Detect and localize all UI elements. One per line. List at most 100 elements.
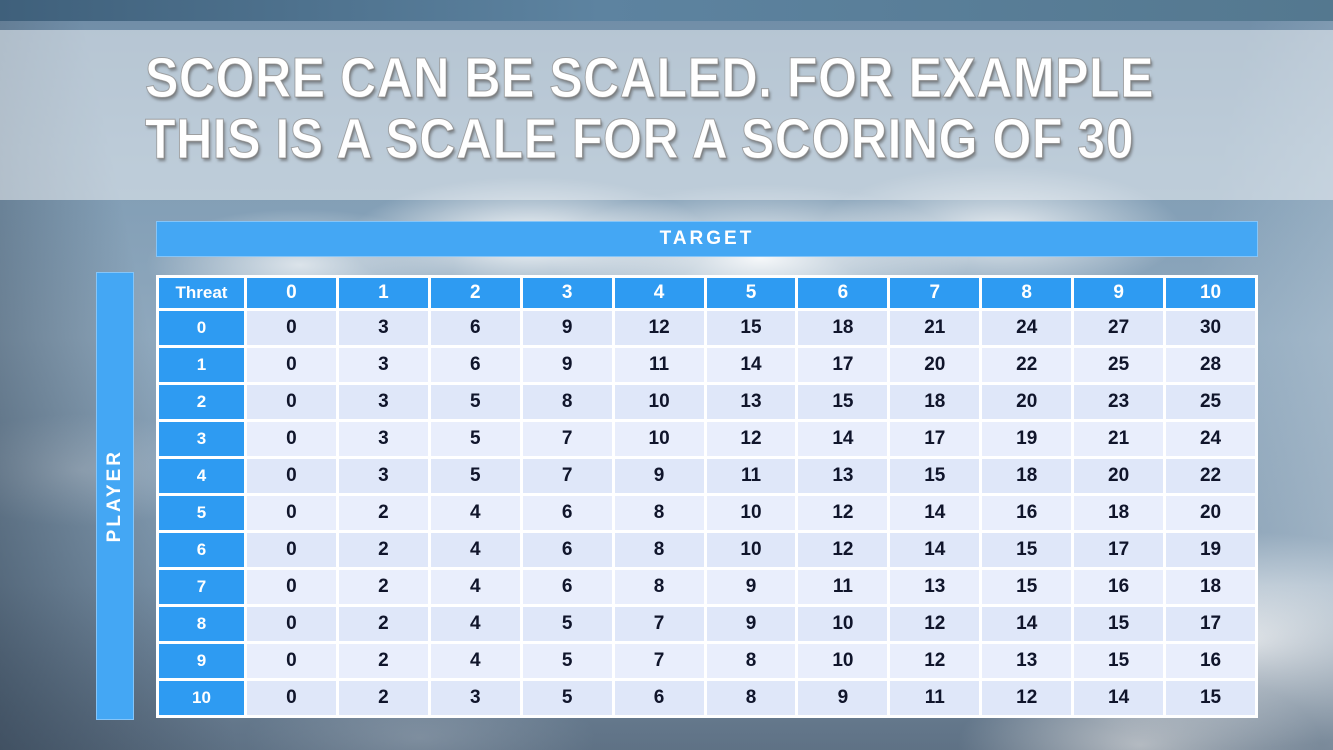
score-cell: 11 xyxy=(798,570,888,604)
score-cell: 0 xyxy=(247,496,336,530)
row-header-9: 9 xyxy=(159,644,244,678)
table-row: 10 0 2 3 5 6 8 9 11 12 14 15 xyxy=(159,681,1255,715)
score-cell: 3 xyxy=(338,348,428,382)
score-cell: 10 xyxy=(706,533,796,567)
score-cell: 21 xyxy=(1074,422,1164,456)
score-cell: 7 xyxy=(614,644,704,678)
score-cell: 8 xyxy=(522,385,612,419)
score-cell: 24 xyxy=(1166,422,1255,456)
score-cell: 17 xyxy=(1074,533,1164,567)
score-cell: 5 xyxy=(522,681,612,715)
table-row: 5 0 2 4 6 8 10 12 14 16 18 20 xyxy=(159,496,1255,530)
table-row: 4 0 3 5 7 9 11 13 15 18 20 22 xyxy=(159,459,1255,493)
title-line-2: THIS IS A SCALE FOR A SCORING OF 30 xyxy=(145,107,1134,171)
scoring-table: Threat 0 1 2 3 4 5 6 7 8 9 10 0 0 3 6 9 12 15 18 21 24 27 30 1 0 3… xyxy=(156,275,1258,718)
col-header-4: 4 xyxy=(614,278,704,308)
table-row: 1 0 3 6 9 11 14 17 20 22 25 28 xyxy=(159,348,1255,382)
score-cell: 24 xyxy=(982,311,1072,345)
col-header-0: 0 xyxy=(247,278,336,308)
score-cell: 2 xyxy=(338,607,428,641)
score-cell: 2 xyxy=(338,570,428,604)
score-cell: 12 xyxy=(706,422,796,456)
score-cell: 20 xyxy=(982,385,1072,419)
score-cell: 23 xyxy=(1074,385,1164,419)
col-header-5: 5 xyxy=(706,278,796,308)
slide-title: SCORE CAN BE SCALED. FOR EXAMPLE THIS IS… xyxy=(145,46,1155,171)
score-cell: 13 xyxy=(706,385,796,419)
row-header-0: 0 xyxy=(159,311,244,345)
score-cell: 19 xyxy=(1166,533,1255,567)
col-header-10: 10 xyxy=(1166,278,1255,308)
score-cell: 6 xyxy=(430,348,520,382)
col-header-3: 3 xyxy=(522,278,612,308)
score-cell: 20 xyxy=(1166,496,1255,530)
score-cell: 0 xyxy=(247,607,336,641)
target-label: TARGET xyxy=(659,228,755,249)
score-cell: 12 xyxy=(890,644,980,678)
score-cell: 15 xyxy=(890,459,980,493)
row-header-8: 8 xyxy=(159,607,244,641)
table-row: 0 0 3 6 9 12 15 18 21 24 27 30 xyxy=(159,311,1255,345)
score-cell: 2 xyxy=(338,533,428,567)
target-axis-header: TARGET xyxy=(156,221,1258,257)
score-cell: 4 xyxy=(430,644,520,678)
score-cell: 10 xyxy=(798,607,888,641)
table-row: 3 0 3 5 7 10 12 14 17 19 21 24 xyxy=(159,422,1255,456)
score-cell: 4 xyxy=(430,496,520,530)
score-cell: 17 xyxy=(1166,607,1255,641)
col-header-8: 8 xyxy=(982,278,1072,308)
score-cell: 8 xyxy=(614,496,704,530)
score-cell: 5 xyxy=(522,644,612,678)
score-cell: 12 xyxy=(614,311,704,345)
score-cell: 9 xyxy=(706,570,796,604)
score-cell: 0 xyxy=(247,311,336,345)
score-cell: 14 xyxy=(890,533,980,567)
score-cell: 13 xyxy=(982,644,1072,678)
score-cell: 9 xyxy=(522,311,612,345)
title-line-1: SCORE CAN BE SCALED. FOR EXAMPLE xyxy=(145,46,1155,110)
score-cell: 6 xyxy=(522,570,612,604)
score-cell: 3 xyxy=(338,422,428,456)
score-cell: 19 xyxy=(982,422,1072,456)
col-header-6: 6 xyxy=(798,278,888,308)
score-cell: 22 xyxy=(982,348,1072,382)
score-cell: 30 xyxy=(1166,311,1255,345)
score-cell: 15 xyxy=(982,533,1072,567)
score-cell: 5 xyxy=(430,385,520,419)
score-cell: 9 xyxy=(614,459,704,493)
score-cell: 20 xyxy=(890,348,980,382)
table-row: 7 0 2 4 6 8 9 11 13 15 16 18 xyxy=(159,570,1255,604)
score-cell: 0 xyxy=(247,644,336,678)
score-cell: 15 xyxy=(1074,644,1164,678)
score-cell: 11 xyxy=(706,459,796,493)
score-cell: 10 xyxy=(614,422,704,456)
score-cell: 4 xyxy=(430,570,520,604)
score-cell: 12 xyxy=(798,496,888,530)
score-cell: 6 xyxy=(430,311,520,345)
score-cell: 0 xyxy=(247,681,336,715)
score-cell: 0 xyxy=(247,533,336,567)
score-cell: 6 xyxy=(614,681,704,715)
score-cell: 6 xyxy=(522,533,612,567)
row-header-7: 7 xyxy=(159,570,244,604)
score-cell: 3 xyxy=(338,311,428,345)
score-cell: 18 xyxy=(1166,570,1255,604)
score-cell: 17 xyxy=(798,348,888,382)
score-cell: 0 xyxy=(247,348,336,382)
score-cell: 18 xyxy=(982,459,1072,493)
score-cell: 9 xyxy=(522,348,612,382)
score-cell: 8 xyxy=(706,681,796,715)
score-cell: 3 xyxy=(338,459,428,493)
score-cell: 12 xyxy=(798,533,888,567)
score-cell: 3 xyxy=(338,385,428,419)
top-strip xyxy=(0,0,1333,21)
score-cell: 14 xyxy=(1074,681,1164,715)
score-cell: 8 xyxy=(706,644,796,678)
col-header-7: 7 xyxy=(890,278,980,308)
score-cell: 8 xyxy=(614,570,704,604)
score-cell: 14 xyxy=(890,496,980,530)
score-cell: 2 xyxy=(338,644,428,678)
score-cell: 0 xyxy=(247,570,336,604)
col-header-9: 9 xyxy=(1074,278,1164,308)
score-cell: 11 xyxy=(614,348,704,382)
